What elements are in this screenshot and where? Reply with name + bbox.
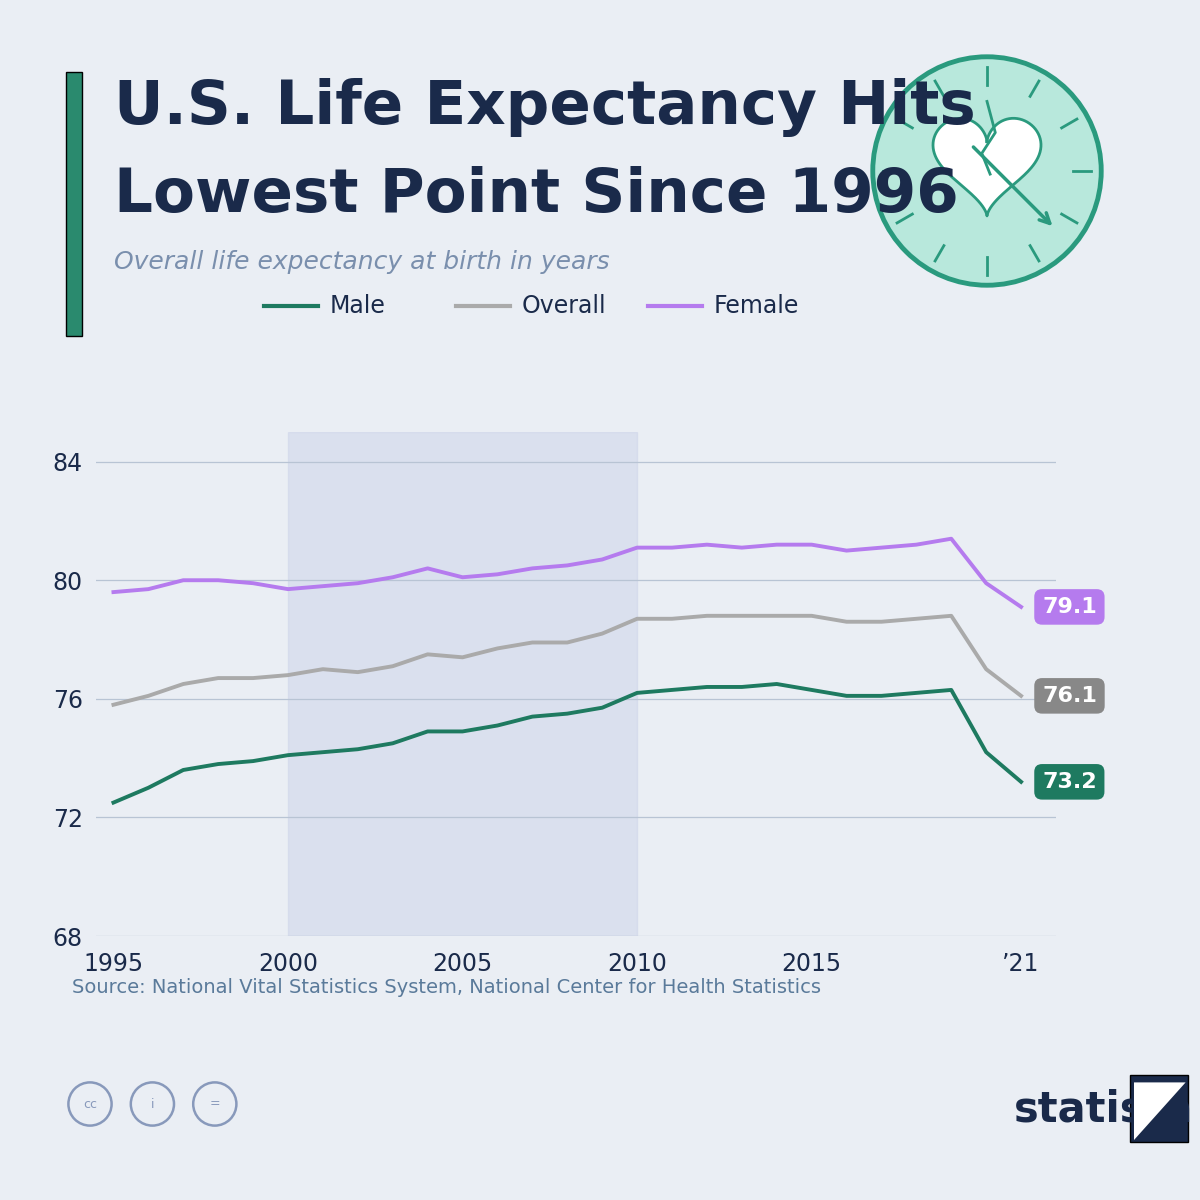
Polygon shape (934, 119, 1040, 216)
Text: =: = (210, 1098, 220, 1110)
Text: Source: National Vital Statistics System, National Center for Health Statistics: Source: National Vital Statistics System… (72, 978, 821, 997)
Text: Overall: Overall (522, 294, 607, 318)
Text: 73.2: 73.2 (1042, 772, 1097, 792)
Text: Lowest Point Since 1996: Lowest Point Since 1996 (114, 166, 959, 224)
Text: Overall life expectancy at birth in years: Overall life expectancy at birth in year… (114, 250, 610, 274)
Text: i: i (151, 1098, 154, 1110)
Circle shape (872, 56, 1102, 286)
Bar (288, 432, 637, 936)
Text: cc: cc (83, 1098, 97, 1110)
Text: statista: statista (1014, 1090, 1193, 1130)
Text: 76.1: 76.1 (1042, 686, 1097, 706)
Text: 79.1: 79.1 (1042, 596, 1097, 617)
Text: U.S. Life Expectancy Hits: U.S. Life Expectancy Hits (114, 78, 976, 137)
Text: Male: Male (330, 294, 386, 318)
Text: Female: Female (714, 294, 799, 318)
